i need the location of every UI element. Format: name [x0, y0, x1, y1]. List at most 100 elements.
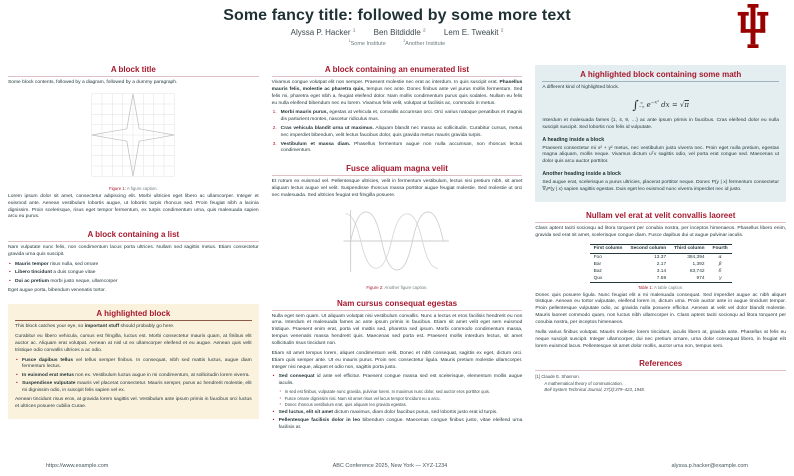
block-heading: Nam cursus consequat egestas — [271, 299, 523, 311]
highlighted-block: A highlighted block This block catches y… — [8, 304, 259, 420]
bullet-list: Fusce dapibus tellus vel tellus semper f… — [15, 358, 252, 395]
iu-trident-logo-icon — [737, 4, 769, 48]
column-header: First column — [589, 243, 627, 254]
figure-1: Figure 1: A figure caption. — [8, 91, 259, 191]
block-enumerated-list: A block containing an enumerated list Vi… — [271, 65, 523, 155]
poster-title: Some fancy title: followed by some more … — [223, 7, 571, 24]
author: Ben Bitdiddle 2 — [374, 28, 426, 37]
author: Alyssa P. Hacker 1 — [291, 28, 356, 37]
paragraph: Class aptent taciti sociosqu ad litora t… — [535, 225, 787, 238]
footer-website-url: https://www.example.com — [46, 463, 109, 469]
table-row: Qux 7.59 974 γ — [589, 274, 732, 283]
block-a-block-title: A block title Some block contents, follo… — [8, 65, 259, 221]
table-row: Baz 3.14 83,742 δ — [593, 268, 722, 274]
column-middle: A block containing an enumerated list Vi… — [271, 65, 523, 459]
paragraph: Eget augue porta, bibendum venenatis tor… — [8, 288, 106, 294]
list-item: Vestibulum et massa diam. Phasellus ferm… — [273, 141, 523, 154]
reference-list: [1] Claude E. Shannon. A mathematical th… — [535, 374, 786, 393]
author-affiliation-sup: 2 — [500, 28, 504, 34]
figure-caption: Figure 2: Another figure caption. — [366, 284, 428, 290]
paragraph: Lorem ipsum dolor sit amet, consectetur … — [8, 193, 259, 220]
block-references: References [1] Claude E. Shannon. A math… — [535, 359, 787, 393]
list-item: Pellentesque facilisis dolor in leo bibe… — [272, 418, 523, 432]
table-caption: Table 1: A table caption. — [637, 284, 684, 290]
author-name: Alyssa P. Hacker — [290, 28, 351, 37]
institute: 1Some Institute — [348, 39, 386, 47]
list-item: Libero tincidunt a duis congue vitae — [8, 270, 259, 277]
paragraph: A different kind of highlighted block. — [542, 85, 620, 90]
star-grid-plot — [91, 93, 175, 177]
list-item: Sed luctus, elit sit amet dictum maximus… — [272, 410, 523, 417]
paragraph: Praesent consectetur mi x² + y² metus, n… — [542, 145, 780, 165]
paragraph: Some block contents, followed by a diagr… — [8, 80, 178, 85]
paragraph: Donec quis posuere ligula. Nunc feugiat … — [535, 292, 787, 326]
block-heading: A block containing an enumerated list — [271, 65, 523, 77]
list-item: Cras vehicula blandit urna ut maximus. A… — [273, 125, 523, 138]
highlighted-math-block: A highlighted block containing some math… — [535, 65, 787, 202]
paragraph: Aenean tincidunt risus eros, at gravida … — [15, 397, 252, 410]
sine-wave-plot — [343, 209, 449, 272]
author: Lem E. Tweakit 2 — [444, 28, 503, 37]
paragraph: This block catches your eye, so importan… — [15, 324, 175, 330]
list-item: Dui ac pretium morbi justo neque, ullamc… — [8, 279, 259, 286]
column-header: Second column — [626, 243, 671, 254]
poster-header: Some fancy title: followed by some more … — [0, 0, 794, 61]
paragraph: Curabitur eu libero vehicula, cursus est… — [15, 334, 252, 353]
paragraph: Sed augue erat, scelerisque a purus ultr… — [542, 180, 780, 193]
list-item: Fusce dapibus tellus vel tellus semper f… — [15, 358, 252, 372]
institute: 2Another Institute — [403, 39, 446, 47]
block-heading: A block containing a list — [8, 230, 259, 243]
paragraph: Nulla eget sem quam. Ut aliquam volutpat… — [271, 313, 523, 347]
list-item: Suspendisse vulputate mauris vel placera… — [15, 381, 252, 395]
block-heading: A highlighted block — [15, 309, 252, 322]
block-heading: Nullam vel erat at velit convallis laore… — [535, 211, 787, 223]
block-heading: References — [535, 359, 787, 372]
numbered-list: Morbi mauris purus, egestas at vehicula … — [272, 110, 523, 155]
table-row: Bar 2.17 1,392 β — [593, 261, 722, 267]
bullet-list: Sed consequat id ante vel efficitur. Pra… — [272, 374, 523, 431]
column-header: Fourth — [708, 243, 732, 254]
block-containing-a-list: A block containing a list Nam vulputate … — [8, 230, 259, 295]
reference-entry: [1] Claude E. Shannon. A mathematical th… — [535, 374, 645, 392]
paragraph: Nam vulputate nunc felis, non condimentu… — [8, 245, 259, 258]
author-affiliation-sup: 1 — [352, 28, 356, 34]
block-heading: A highlighted block containing some math — [542, 70, 780, 82]
figure-2: Figure 2: Another figure caption. — [272, 204, 523, 290]
block-nullam-vel-erat: Nullam vel erat at velit convallis laore… — [535, 211, 787, 351]
block-heading: Fusce aliquam magna velit — [271, 164, 523, 177]
author-name: Lem E. Tweakit — [443, 28, 499, 37]
column-right: A highlighted block containing some math… — [535, 65, 787, 459]
paragraph: Nulla varius finibus volutpat. Mauris mo… — [535, 329, 787, 349]
paragraph: Vivamus congue volutpat elit non semper.… — [271, 80, 523, 106]
paragraph: Interdum et malesuada fames {1, 4, 9, …}… — [542, 117, 780, 130]
footer-conference-info: ABC Conference 2025, New York — XYZ-1234 — [332, 463, 448, 469]
sub-list-item: Donec rhoncus vestibulum erat, quis aliq… — [279, 402, 523, 408]
sub-bullet-list: In sed est finibus, vulputate nunc gravi… — [279, 389, 523, 408]
table-row: Foo 13.37 384,394 α — [593, 254, 722, 260]
sub-list-item: Fusce ornare dignissim nisi. Nam sit ame… — [279, 396, 523, 402]
institutes-line: 1Some Institute 2Another Institute — [0, 39, 794, 47]
inblock-heading: A heading inside a block — [542, 136, 605, 143]
sub-list-item: In sed est finibus, vulputate nunc gravi… — [279, 389, 523, 395]
list-item: Mauris tempor risus nulla, sed ornare — [8, 262, 259, 269]
block-fusce-aliquam: Fusce aliquam magna velit Et rutrum ex e… — [271, 164, 523, 290]
display-math-formula: ∫ ∞ −∞ e−x² dx = √π — [632, 97, 689, 112]
footer-contact-email: alyssa.p.hacker@example.com — [671, 463, 748, 469]
list-item: Sed consequat id ante vel efficitur. Pra… — [272, 374, 523, 408]
author-affiliation-sup: 2 — [423, 28, 426, 34]
paragraph: Et rutrum ex euismod vel. Pellentesque u… — [271, 179, 523, 198]
paragraph: Etiam sit amet tempus lorem, aliquet con… — [271, 350, 523, 370]
author-name: Ben Bitdiddle — [373, 28, 421, 37]
poster-columns: A block title Some block contents, follo… — [0, 61, 794, 459]
authors-line: Alyssa P. Hacker 1 Ben Bitdiddle 2 Lem E… — [0, 28, 794, 37]
column-left: A block title Some block contents, follo… — [8, 65, 259, 459]
list-item: Morbi mauris purus, egestas at vehicula … — [273, 110, 523, 123]
list-item: In euismod erat metus non ex. Vestibulum… — [15, 373, 252, 380]
inblock-heading: Another heading inside a block — [542, 171, 621, 178]
figure-caption: Figure 1: A figure caption. — [108, 185, 158, 191]
bullet-list: Mauris tempor risus nulla, sed ornare Li… — [8, 262, 259, 285]
poster-footer: https://www.example.com ABC Conference 2… — [0, 459, 794, 476]
data-table: First column Second column Third column … — [589, 243, 732, 283]
table-header-row: First column Second column Third column … — [589, 243, 732, 254]
